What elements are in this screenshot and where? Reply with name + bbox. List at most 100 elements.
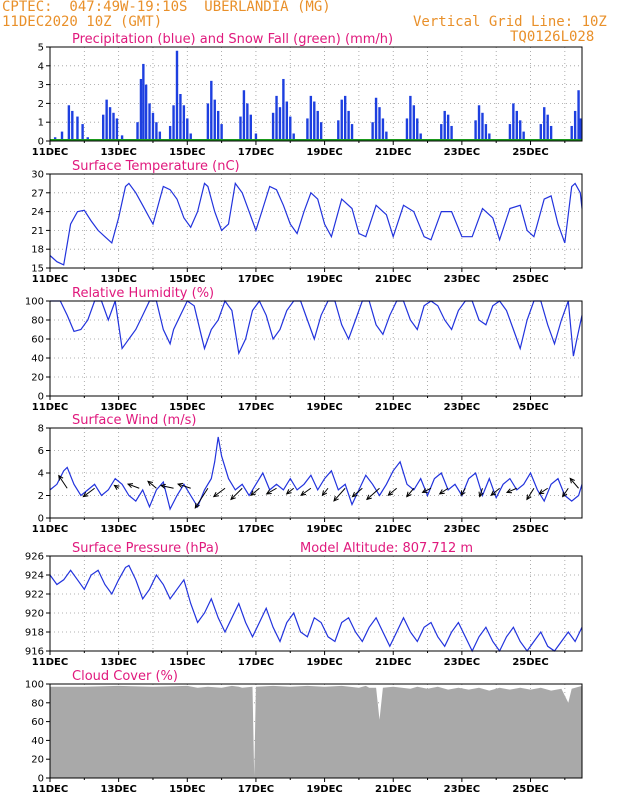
panel-2: 0 20 40 60 80 100 11DEC 13DEC 15DEC 17DEC 19DEC 21D…: [25, 286, 583, 413]
precip-bar: [481, 112, 484, 141]
wind-arrow-head: [478, 491, 484, 498]
panel-4: 916 918 920 922 924 926 11DEC 13DEC 15DEC 17DEC 19…: [25, 541, 583, 668]
x-date-label: 25DEC: [512, 147, 548, 158]
y-tick-label: 21: [31, 226, 44, 237]
header-station: CPTEC: 047:49W-19:10S UBERLANDIA (MG): [2, 0, 331, 15]
precip-bar: [546, 114, 549, 141]
wind-arrow-head: [526, 494, 532, 501]
panel-3: 0 2 4 6 8 11DEC 13DEC 15DEC 17DEC 19DEC 21DEC 23DEC…: [32, 413, 583, 535]
x-date-label: 21DEC: [375, 147, 411, 158]
precip-bar: [71, 110, 74, 141]
y-tick-label: 100: [25, 680, 44, 691]
y-tick-label: 918: [25, 628, 44, 639]
precip-bar: [443, 110, 446, 141]
wind-arrow-head: [250, 490, 256, 497]
x-date-label: 11DEC: [32, 657, 68, 668]
panel-title: Surface Wind (m/s): [72, 413, 196, 428]
precip-bar: [419, 133, 422, 141]
precip-bar: [577, 90, 580, 141]
precip-bar: [385, 131, 388, 141]
precip-bar: [440, 124, 443, 141]
series-line: [49, 181, 583, 266]
precip-bar: [60, 131, 64, 141]
wind-arrow-head: [82, 491, 89, 498]
x-date-label: 23DEC: [444, 147, 480, 158]
wind-arrow-head: [333, 495, 339, 502]
wind-arrow-shaft: [160, 484, 174, 489]
wind-arrow-head: [366, 494, 372, 501]
precip-bar: [573, 110, 577, 141]
wind-arrow-head: [562, 491, 568, 498]
precip-bar: [142, 63, 145, 141]
wind-arrow-head: [421, 488, 428, 493]
y-tick-label: 18: [31, 245, 44, 256]
y-tick-label: 0: [38, 137, 44, 148]
precip-bar: [67, 105, 71, 141]
x-date-label: 21DEC: [375, 657, 411, 668]
x-date-label: 25DEC: [512, 274, 548, 285]
precip-bar: [239, 116, 242, 141]
precip-bar: [347, 110, 350, 141]
x-date-label: 19DEC: [306, 274, 342, 285]
precip-bar: [81, 124, 84, 141]
x-date-label: 19DEC: [306, 402, 342, 413]
y-tick-label: 60: [31, 335, 44, 346]
precip-bar: [570, 125, 573, 141]
precip-bar: [168, 125, 172, 141]
x-date-label: 19DEC: [306, 524, 342, 535]
precip-bar: [144, 84, 148, 141]
y-tick-label: 3: [38, 80, 44, 91]
y-tick-label: 1: [38, 118, 44, 129]
x-date-label: 15DEC: [169, 402, 205, 413]
x-date-label: 23DEC: [444, 784, 480, 795]
x-date-label: 13DEC: [100, 784, 136, 795]
panel-title: Precipitation (blue) and Snow Fall (gree…: [72, 32, 393, 47]
x-date-label: 23DEC: [444, 402, 480, 413]
wind-arrow-shaft: [230, 487, 243, 500]
wind-arrow-head: [460, 490, 466, 497]
x-date-label: 11DEC: [32, 784, 68, 795]
panel-frame: [49, 46, 583, 142]
x-date-label: 23DEC: [444, 524, 480, 535]
x-date-label: 17DEC: [238, 274, 274, 285]
y-tick-label: 2: [38, 99, 44, 110]
y-tick-label: 0: [38, 392, 44, 403]
precip-bar: [405, 118, 409, 141]
x-date-label: 11DEC: [32, 274, 68, 285]
x-date-label: 13DEC: [100, 274, 136, 285]
x-date-label: 21DEC: [375, 784, 411, 795]
precip-bar: [306, 118, 309, 141]
panel-title: Surface Pressure (hPa): [72, 541, 219, 556]
x-date-label: 17DEC: [238, 524, 274, 535]
wind-arrow-head: [113, 484, 120, 491]
series-line: [49, 436, 583, 511]
y-tick-label: 926: [25, 552, 44, 563]
precip-bar: [249, 114, 252, 141]
wind-arrow-shaft: [490, 487, 500, 496]
precip-bar: [515, 110, 518, 141]
y-tick-label: 15: [31, 264, 44, 275]
precip-bar: [175, 50, 179, 142]
wind-arrow-shaft: [266, 487, 277, 495]
x-date-label: 25DEC: [512, 402, 548, 413]
y-tick-label: 60: [31, 717, 44, 728]
series-line: [50, 299, 583, 357]
precip-bar: [412, 105, 416, 141]
y-tick-label: 924: [25, 571, 44, 582]
precip-bar: [522, 131, 525, 141]
precip-bar: [220, 124, 223, 141]
wind-arrow-shaft: [539, 487, 548, 495]
x-date-label: 19DEC: [306, 784, 342, 795]
wind-arrow-shaft: [333, 487, 346, 502]
x-date-label: 23DEC: [444, 657, 480, 668]
y-tick-label: 2: [38, 491, 44, 502]
wind-arrow-shaft: [406, 487, 415, 497]
y-tick-label: 4: [38, 61, 44, 72]
precip-bar: [216, 110, 220, 141]
panel-5: 0 20 40 60 80 100 11DEC 13DEC 15DEC 17DEC 19DEC 21D…: [25, 669, 583, 795]
x-date-label: 17DEC: [238, 402, 274, 413]
y-tick-label: 27: [31, 188, 44, 199]
wind-arrow-shaft: [127, 483, 140, 489]
x-date-label: 15DEC: [169, 784, 205, 795]
